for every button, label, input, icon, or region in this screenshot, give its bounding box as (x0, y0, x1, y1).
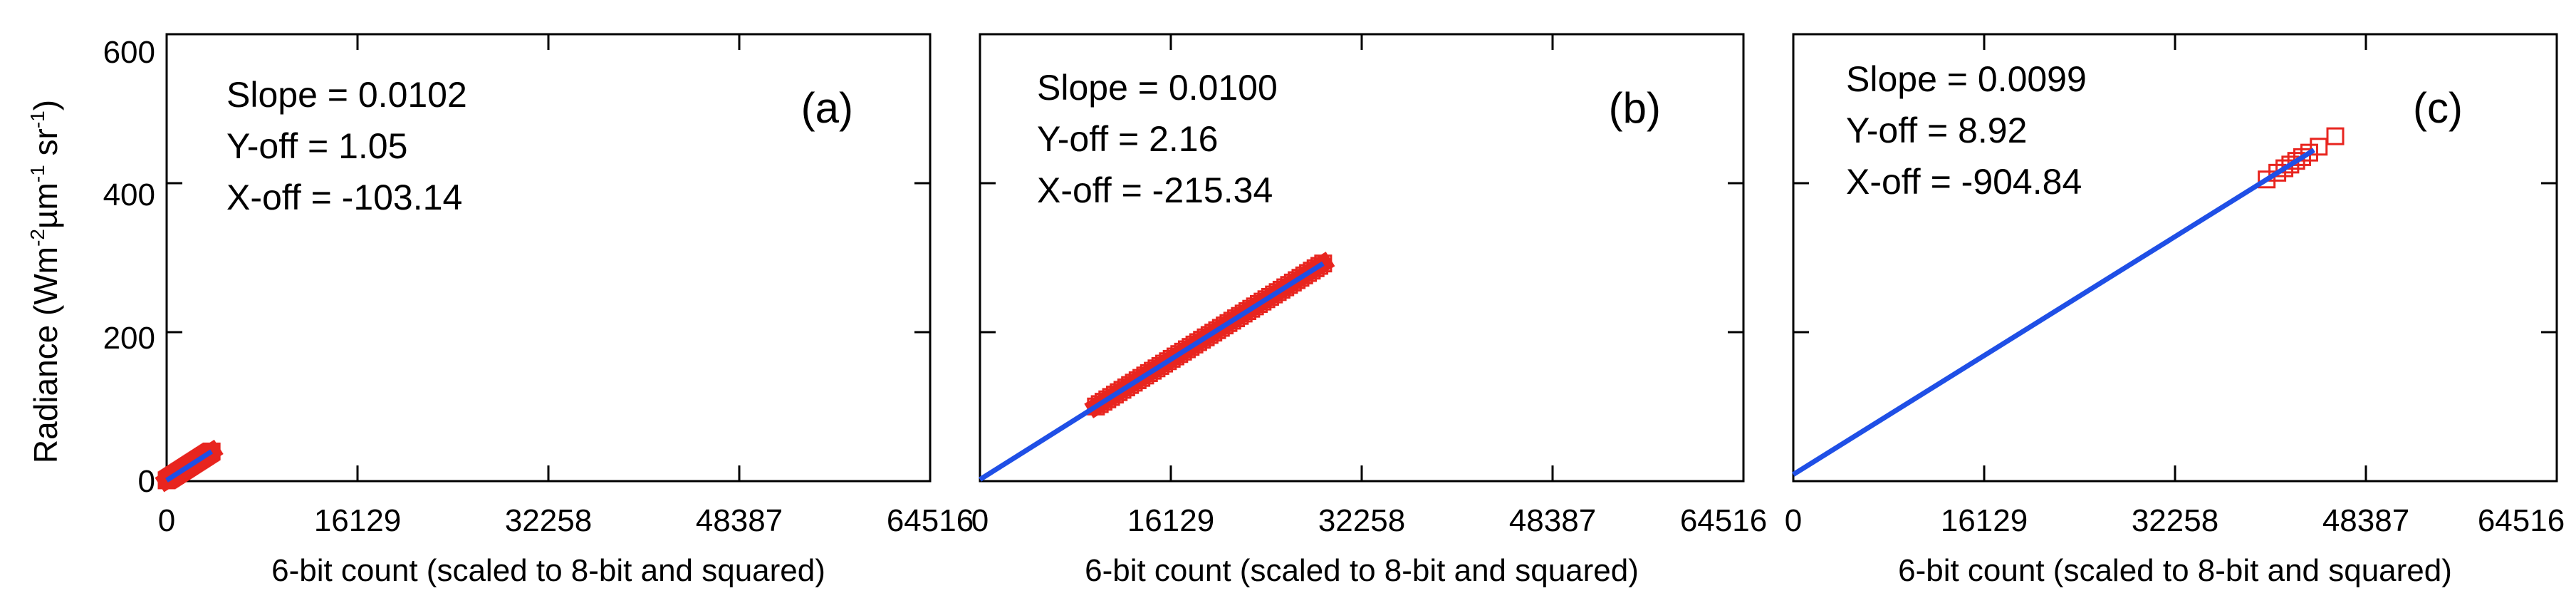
panel-label: (c) (2413, 84, 2463, 132)
fit-line (1792, 148, 2315, 477)
x-tick-label: 16129 (1127, 503, 1214, 538)
x-tick-label: 16129 (314, 503, 401, 538)
fit-line (979, 261, 1325, 482)
data-point (2300, 143, 2318, 162)
data-series (979, 252, 1335, 482)
x-tick-labels: 0 16129 32258 48387 64516 (971, 503, 1767, 538)
x-tick-label: 64516 (1680, 503, 1767, 538)
data-series (155, 439, 224, 493)
panel-label: (b) (1609, 84, 1661, 132)
x-axis-label: 6-bit count (scaled to 8-bit and squared… (1085, 553, 1639, 588)
annotation-box: Slope = 0.0102 Y-off = 1.05 X-off = -103… (226, 75, 467, 217)
y-ticks (1793, 33, 2557, 483)
data-point (2310, 138, 2328, 156)
annotation-box: Slope = 0.0100 Y-off = 2.16 X-off = -215… (1037, 68, 1278, 210)
x-tick-label: 0 (971, 503, 989, 538)
y-tick-label: 200 (103, 321, 155, 356)
panel-a: 0 200 400 600 0 16129 32258 48387 64516 … (103, 33, 974, 588)
x-tick-labels: 0 16129 32258 48387 64516 (1785, 503, 2565, 538)
y-tick-label: 600 (103, 35, 155, 70)
y-tick-label: 400 (103, 177, 155, 212)
panel-c: 0 16129 32258 48387 64516 6-bit count (s… (1785, 33, 2565, 588)
x-tick-label: 32258 (1318, 503, 1405, 538)
x-tick-label: 64516 (887, 503, 974, 538)
x-axis-label: 6-bit count (scaled to 8-bit and squared… (271, 553, 825, 588)
xoff-annotation: X-off = -215.34 (1037, 170, 1273, 210)
data-series (1792, 127, 2345, 477)
x-tick-label: 0 (158, 503, 175, 538)
slope-annotation: Slope = 0.0100 (1037, 68, 1278, 108)
x-tick-label: 48387 (2322, 503, 2409, 538)
y-axis-label: Radiance (Wm-2µm-1 sr-1) (26, 100, 64, 463)
x-tick-labels: 0 16129 32258 48387 64516 (158, 503, 974, 538)
x-axis-label: 6-bit count (scaled to 8-bit and squared… (1898, 553, 2452, 588)
xoff-annotation: X-off = -103.14 (226, 177, 462, 217)
yoff-annotation: Y-off = 1.05 (226, 126, 407, 166)
x-tick-label: 32258 (2132, 503, 2218, 538)
x-tick-label: 64516 (2478, 503, 2565, 538)
yoff-annotation: Y-off = 2.16 (1037, 119, 1218, 159)
y-tick-label: 0 (138, 464, 155, 499)
x-tick-label: 48387 (1509, 503, 1596, 538)
xoff-annotation: X-off = -904.84 (1846, 162, 2082, 202)
annotation-box: Slope = 0.0099 Y-off = 8.92 X-off = -904… (1846, 59, 2087, 202)
x-tick-label: 0 (1785, 503, 1802, 538)
x-tick-label: 32258 (505, 503, 592, 538)
data-point (2258, 170, 2276, 189)
panel-label: (a) (801, 84, 853, 132)
x-tick-label: 48387 (696, 503, 783, 538)
y-tick-labels: 0 200 400 600 (103, 35, 155, 499)
yoff-annotation: Y-off = 8.92 (1846, 110, 2027, 150)
x-tick-label: 16129 (1941, 503, 2028, 538)
slope-annotation: Slope = 0.0099 (1846, 59, 2087, 99)
fit-line (165, 449, 214, 483)
data-point (2326, 127, 2345, 145)
y-ticks (980, 33, 1743, 483)
panel-b: 0 16129 32258 48387 64516 6-bit count (s… (971, 33, 1767, 588)
slope-annotation: Slope = 0.0102 (226, 75, 467, 115)
